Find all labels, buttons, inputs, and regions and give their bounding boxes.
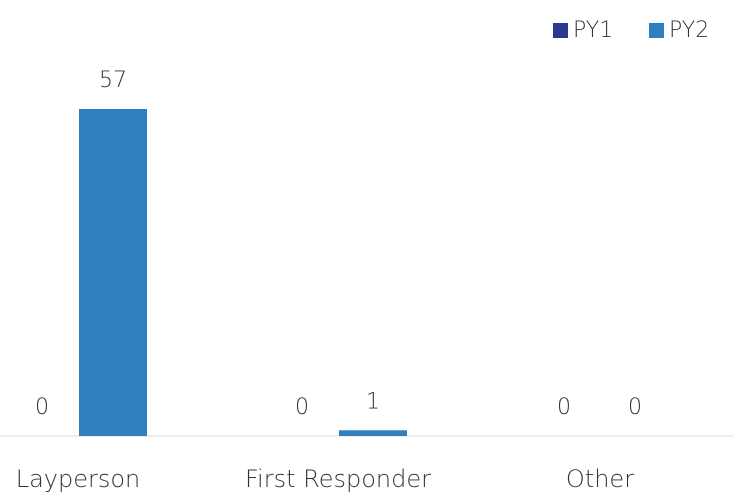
x-tick-label: First Responder xyxy=(245,465,431,493)
x-tick-label: Other xyxy=(566,465,634,493)
legend-swatch xyxy=(553,23,568,38)
data-label: 0 xyxy=(295,395,309,420)
bar xyxy=(339,430,407,436)
data-label: 0 xyxy=(628,395,642,420)
data-label: 0 xyxy=(557,395,571,420)
legend-swatch xyxy=(649,23,664,38)
data-label: 1 xyxy=(366,389,380,414)
x-tick-label: Layperson xyxy=(16,465,141,493)
legend-label: PY1 xyxy=(573,18,613,43)
legend-label: PY2 xyxy=(669,18,709,43)
data-label: 57 xyxy=(99,68,127,93)
data-label: 0 xyxy=(35,395,49,420)
bar xyxy=(79,109,147,436)
